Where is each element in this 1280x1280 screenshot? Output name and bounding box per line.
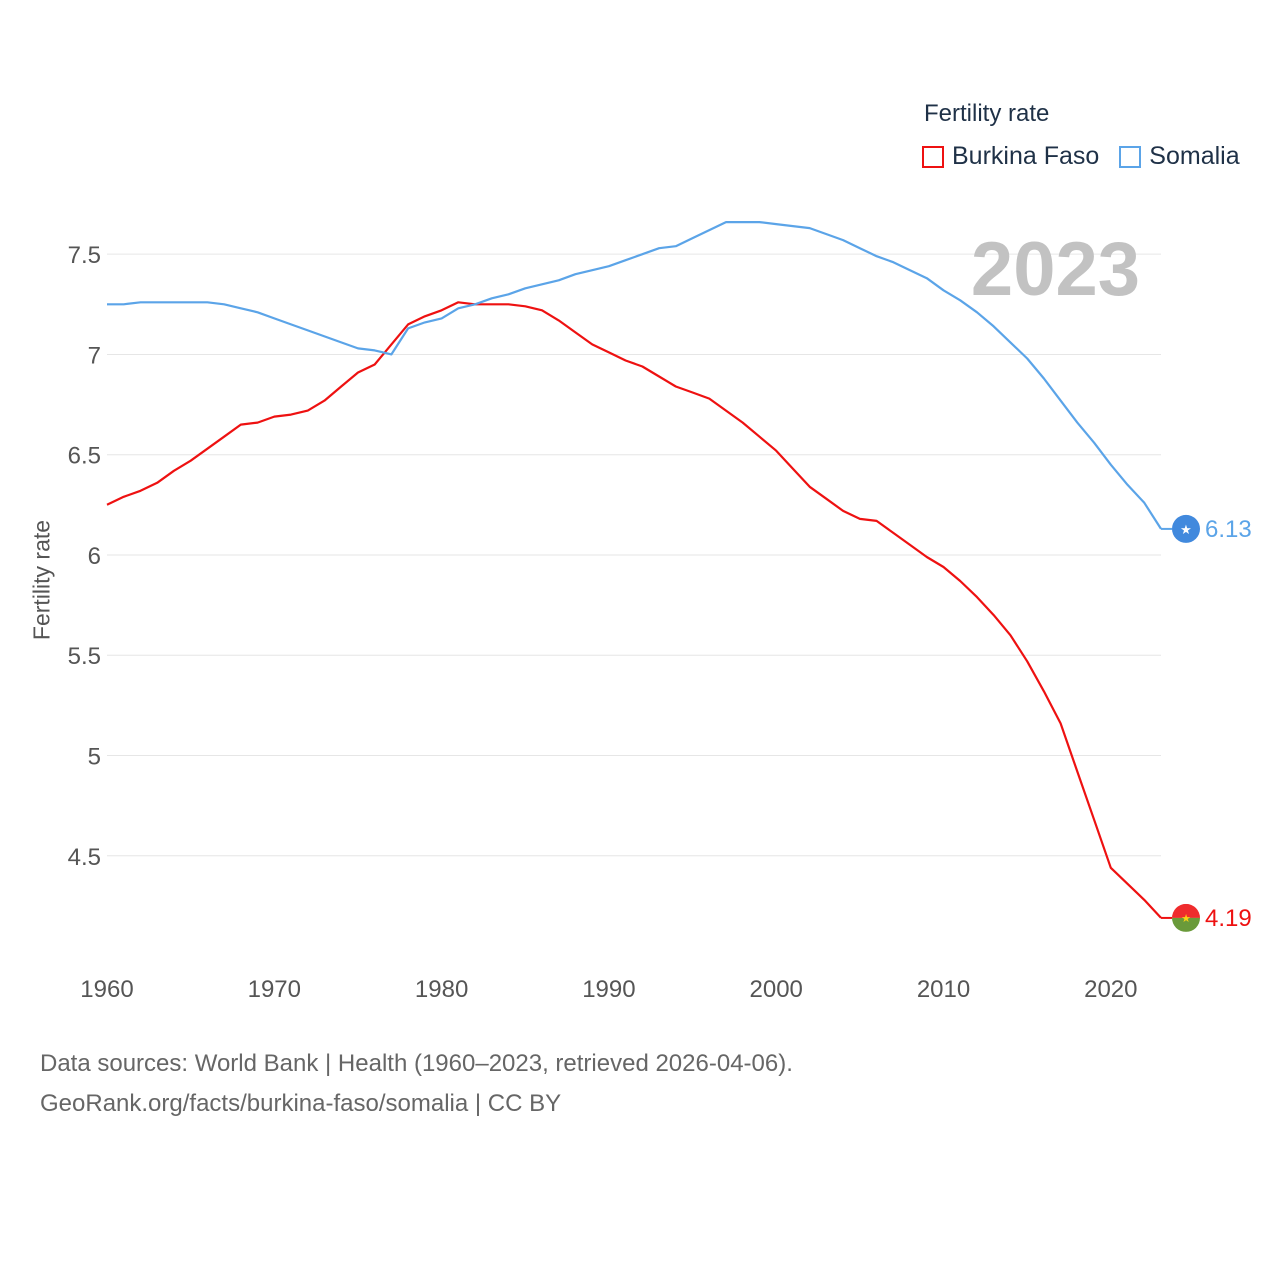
grid-lines [107,253,1161,857]
x-tick-label: 2000 [750,976,803,1003]
y-tick-label: 7 [88,342,101,369]
end-markers: ★ 4.19 ★ 6.13 [1161,514,1252,932]
source-line-2[interactable]: GeoRank.org/facts/burkina-faso/somalia |… [40,1090,562,1117]
current-year-label: 2023 [970,227,1140,312]
legend-item-somalia[interactable]: Somalia [1119,142,1240,171]
svg-text:★: ★ [1180,523,1192,538]
y-axis-ticks: 4.5 5 5.5 6 6.5 7 7.5 [68,242,101,871]
y-tick-label: 5.5 [68,643,101,670]
series-line-burkina-faso[interactable] [106,301,1162,919]
x-tick-label: 2020 [1084,976,1137,1003]
x-tick-label: 1980 [415,976,468,1003]
legend-swatch-somalia [1119,145,1142,168]
source-line-1: Data sources: World Bank | Health (1960–… [40,1050,793,1077]
x-axis-ticks: 1960 1970 1980 1990 2000 2010 2020 [80,976,1137,1003]
end-value-label-somalia: 6.13 [1205,516,1252,543]
legend-label-burkina-faso: Burkina Faso [952,142,1100,170]
x-tick-label: 1970 [248,976,301,1003]
x-tick-label: 2010 [917,976,970,1003]
series-line-somalia[interactable] [107,221,1162,530]
series-lines [106,221,1162,919]
data-source-note: Data sources: World Bank | Health (1960–… [40,1044,793,1124]
y-tick-label: 4.5 [68,844,101,871]
legend-item-burkina-faso[interactable]: Burkina Faso [922,142,1099,171]
legend-title: Fertility rate [924,100,1050,127]
y-tick-label: 5 [88,744,101,771]
x-tick-label: 1960 [80,976,133,1003]
legend: Burkina Faso Somalia [922,142,1240,171]
y-axis-label: Fertility rate [28,519,55,641]
legend-swatch-burkina-faso [922,145,944,168]
y-tick-label: 6.5 [68,443,101,470]
y-tick-label: 6 [88,543,101,570]
x-tick-label: 1990 [582,976,635,1003]
svg-text:★: ★ [1181,912,1191,925]
end-value-label-burkina-faso: 4.19 [1205,905,1252,932]
legend-label-somalia: Somalia [1149,142,1240,170]
flag-burkina-faso-icon: ★ [1172,903,1200,932]
y-tick-label: 7.5 [68,242,101,269]
flag-somalia-icon: ★ [1172,514,1200,543]
